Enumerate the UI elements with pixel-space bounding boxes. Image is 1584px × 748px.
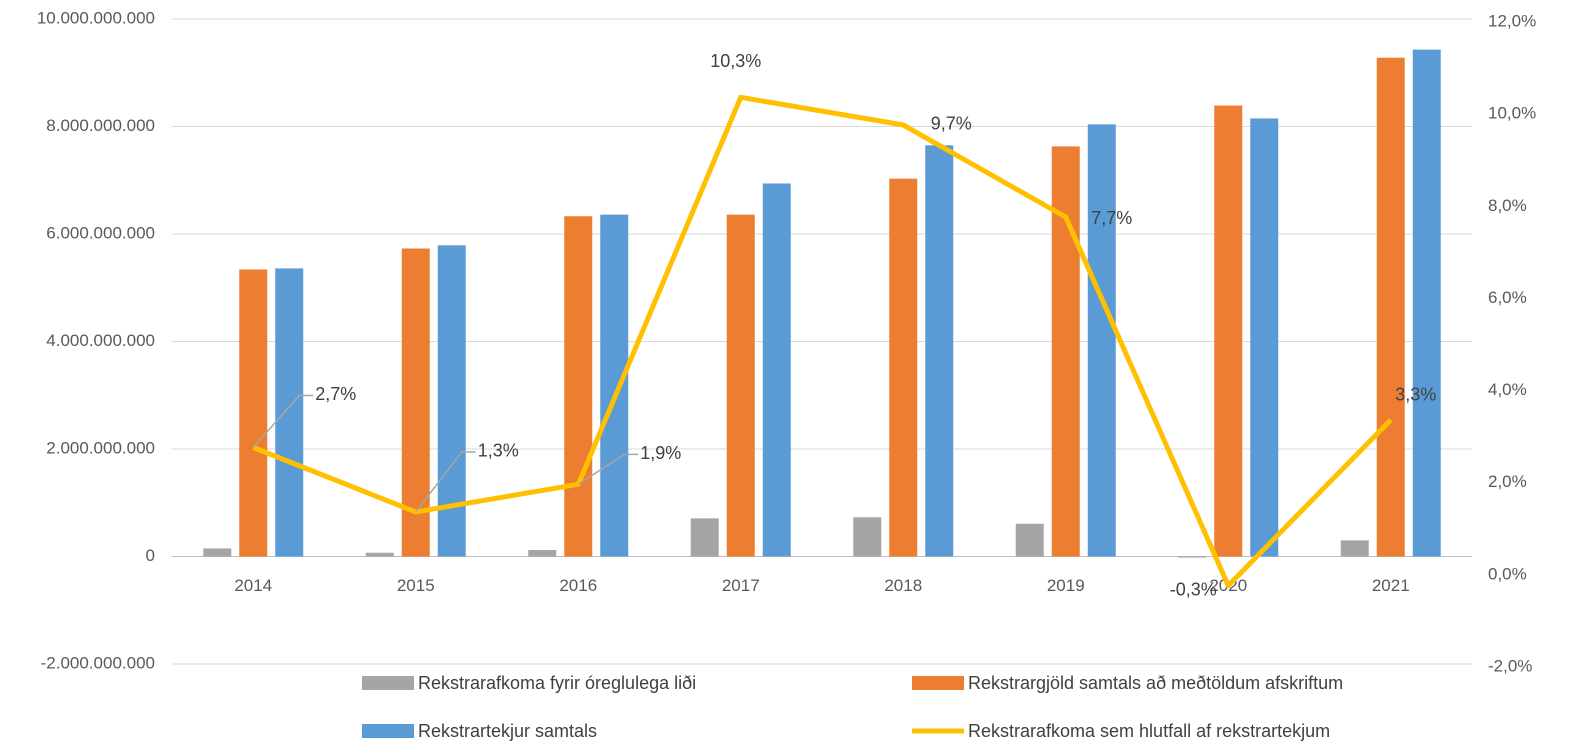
bar (1214, 105, 1243, 557)
leader-line (252, 394, 314, 448)
data-label: 7,7% (1091, 208, 1132, 228)
data-label: 1,3% (478, 441, 519, 461)
y2-tick-label: 12,0% (1488, 11, 1536, 30)
data-label: 10,3% (710, 51, 761, 71)
y2-tick-label: 0,0% (1488, 564, 1527, 583)
bar (925, 145, 954, 557)
y2-tick-label: 10,0% (1488, 104, 1536, 123)
bar (1412, 49, 1441, 557)
y2-tick-label: 6,0% (1488, 288, 1527, 307)
bar (853, 517, 882, 557)
data-label: 3,3% (1395, 385, 1436, 405)
data-label: 2,7% (315, 384, 356, 404)
leader-line (415, 451, 476, 513)
x-tick-label: 2019 (1047, 576, 1085, 595)
y-tick-label: 6.000.000.000 (46, 223, 155, 242)
y-tick-label: 10.000.000.000 (37, 8, 155, 27)
bar (1015, 523, 1044, 557)
line (252, 94, 1393, 589)
bar (762, 183, 791, 557)
legend-swatch (362, 676, 414, 690)
bar (1250, 118, 1279, 557)
y-tick-label: 4.000.000.000 (46, 331, 155, 350)
data-label: -0,3% (1170, 579, 1217, 599)
y2-tick-label: -2,0% (1488, 656, 1532, 675)
bar (239, 269, 268, 557)
bar (1051, 146, 1080, 557)
bar (1376, 57, 1405, 557)
y-tick-label: 2.000.000.000 (46, 438, 155, 457)
legend-swatch (912, 676, 964, 690)
data-label: 9,7% (931, 114, 972, 134)
x-tick-label: 2018 (884, 576, 922, 595)
bar (889, 178, 918, 557)
bar (1340, 540, 1369, 557)
x-tick-label: 2021 (1372, 576, 1410, 595)
data-label: 1,9% (640, 443, 681, 463)
y-tick-label: -2.000.000.000 (41, 653, 155, 672)
bar (600, 214, 629, 557)
x-tick-label: 2016 (559, 576, 597, 595)
bar (365, 552, 394, 557)
x-tick-label: 2014 (234, 576, 272, 595)
y2-tick-label: 8,0% (1488, 196, 1527, 215)
bar (203, 548, 232, 557)
x-tick-label: 2015 (397, 576, 435, 595)
bar (401, 248, 430, 557)
legend-swatch (362, 724, 414, 738)
bar (275, 268, 304, 557)
y2-tick-label: 2,0% (1488, 472, 1527, 491)
x-tick-label: 2017 (722, 576, 760, 595)
y2-tick-label: 4,0% (1488, 380, 1527, 399)
legend-label: Rekstrarafkoma fyrir óreglulega liði (418, 673, 696, 693)
bar (1087, 124, 1116, 557)
y-tick-label: 0 (146, 546, 155, 565)
bar (528, 550, 557, 557)
bar (690, 518, 719, 557)
legend-label: Rekstrartekjur samtals (418, 721, 597, 741)
leader-line (577, 453, 639, 485)
bar (726, 214, 755, 557)
legend-label: Rekstrargjöld samtals að meðtöldum afskr… (968, 673, 1343, 693)
bar (1178, 556, 1207, 558)
bar (564, 216, 593, 557)
legend-label: Rekstrarafkoma sem hlutfall af rekstrart… (968, 721, 1330, 741)
y-tick-label: 8.000.000.000 (46, 116, 155, 135)
